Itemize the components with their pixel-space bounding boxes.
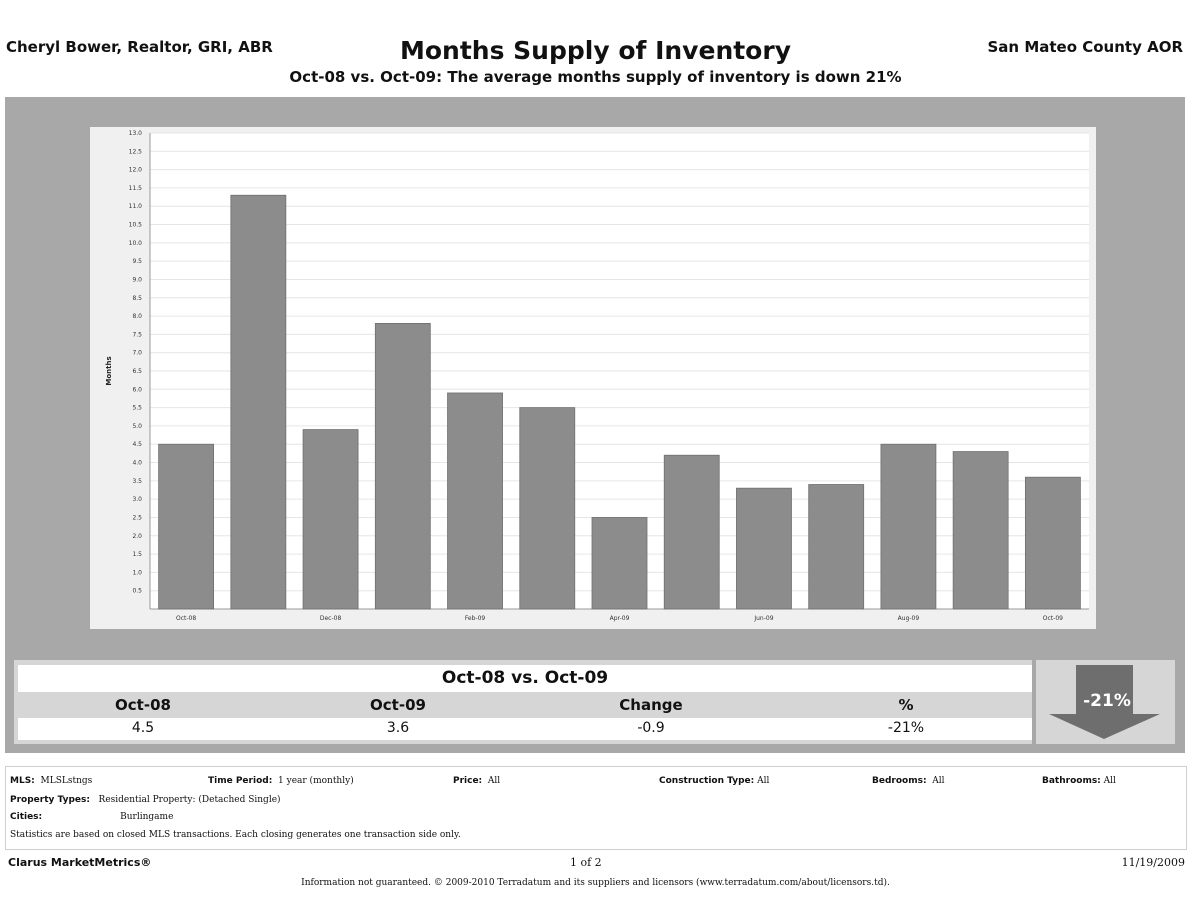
construction-criterion: Construction Type: All xyxy=(659,776,770,786)
bar xyxy=(374,322,431,610)
bar xyxy=(591,517,648,610)
y-tick-label: 4.0 xyxy=(132,460,142,467)
y-axis-label: Months xyxy=(105,356,113,385)
y-tick-label: 1.0 xyxy=(132,569,142,576)
y-tick-label: 6.0 xyxy=(132,386,142,393)
summary-title: Oct-08 vs. Oct-09 xyxy=(18,665,1032,692)
disclaimer: Information not guaranteed. © 2009-2010 … xyxy=(301,878,890,888)
statistics-note: Statistics are based on closed MLS trans… xyxy=(10,830,461,840)
summary-col-percent: % xyxy=(898,696,914,714)
x-tick-label: Aug-09 xyxy=(898,615,920,622)
y-tick-label: 7.5 xyxy=(132,331,142,338)
trend-arrow-label: -21% xyxy=(1083,691,1131,711)
bar xyxy=(736,487,792,610)
brand-name: Clarus MarketMetrics® xyxy=(8,856,152,869)
summary-col-oct09: Oct-09 xyxy=(370,696,426,714)
bar xyxy=(952,451,1009,610)
bar xyxy=(808,484,865,610)
bar xyxy=(663,454,720,610)
x-tick-label: Jun-09 xyxy=(753,615,773,622)
realtor-name: Cheryl Bower, Realtor, GRI, ABR xyxy=(6,38,273,56)
y-tick-label: 9.5 xyxy=(132,258,142,265)
cities-criterion: Cities: Burlingame xyxy=(10,812,174,822)
bar xyxy=(302,429,359,610)
property-types-criterion: Property Types: Residential Property: (D… xyxy=(10,795,281,805)
y-tick-label: 11.5 xyxy=(129,185,143,192)
summary-value-change: -0.9 xyxy=(637,720,665,736)
bar xyxy=(230,194,287,610)
period-criterion: Time Period: 1 year (monthly) xyxy=(208,776,354,786)
y-tick-label: 0.5 xyxy=(132,588,142,595)
y-tick-label: 2.5 xyxy=(132,514,142,521)
bar xyxy=(880,443,937,610)
bar-chart: 0.5 1.0 1.5 2.0 2.5 3.0 3.5 4.0 4.5 5.0 5.5 6.0 6.5 7… xyxy=(105,130,1089,622)
y-tick-label: 7.0 xyxy=(132,350,142,357)
x-tick-label: Feb-09 xyxy=(465,615,486,622)
page-number: 1 of 2 xyxy=(570,856,602,869)
mls-criterion: MLS: MLSLstngs xyxy=(10,776,93,786)
x-tick-label: Dec-08 xyxy=(320,615,342,622)
x-tick-label: Oct-09 xyxy=(1043,615,1063,622)
criteria-box xyxy=(5,766,1187,850)
summary-col-change: Change xyxy=(619,696,683,714)
y-tick-label: 10.5 xyxy=(129,222,143,229)
y-tick-label: 11.0 xyxy=(129,203,143,210)
x-tick-label: Oct-08 xyxy=(176,615,196,622)
page-title: Months Supply of Inventory xyxy=(399,36,791,65)
y-tick-label: 5.0 xyxy=(132,423,142,430)
y-tick-label: 6.5 xyxy=(132,368,142,375)
down-arrow-icon xyxy=(1049,665,1160,739)
summary-col-oct08: Oct-08 xyxy=(115,696,171,714)
y-tick-label: 12.5 xyxy=(129,148,143,155)
y-tick-label: 4.5 xyxy=(132,441,142,448)
bathrooms-criterion: Bathrooms: All xyxy=(1042,776,1116,786)
summary-value-oct08: 4.5 xyxy=(131,720,155,736)
y-tick-label: 5.5 xyxy=(132,405,142,412)
y-tick-label: 12.0 xyxy=(129,167,143,174)
y-tick-label: 3.5 xyxy=(132,478,142,485)
y-tick-label: 2.0 xyxy=(132,533,142,540)
y-tick-label: 13.0 xyxy=(129,130,143,137)
y-tick-label: 10.0 xyxy=(129,240,143,247)
price-criterion: Price: All xyxy=(453,776,501,786)
y-tick-label: 9.0 xyxy=(132,276,142,283)
bar xyxy=(519,407,576,610)
bar xyxy=(447,392,503,610)
summary-value-percent: -21% xyxy=(887,720,925,736)
summary-value-row xyxy=(18,718,1032,740)
bedrooms-criterion: Bedrooms: All xyxy=(872,776,945,786)
x-tick-label: Apr-09 xyxy=(610,615,630,622)
y-tick-label: 3.0 xyxy=(132,496,142,503)
bar xyxy=(158,443,215,610)
y-tick-label: 1.5 xyxy=(132,551,142,558)
y-tick-label: 8.5 xyxy=(132,295,142,302)
report-date: 11/19/2009 xyxy=(1121,856,1185,869)
page-subtitle: Oct-08 vs. Oct-09: The average months su… xyxy=(289,68,902,86)
association-name: San Mateo County AOR xyxy=(987,38,1184,56)
summary-value-oct09: 3.6 xyxy=(386,720,410,736)
y-tick-label: 8.0 xyxy=(132,313,142,320)
bar xyxy=(1024,476,1081,610)
